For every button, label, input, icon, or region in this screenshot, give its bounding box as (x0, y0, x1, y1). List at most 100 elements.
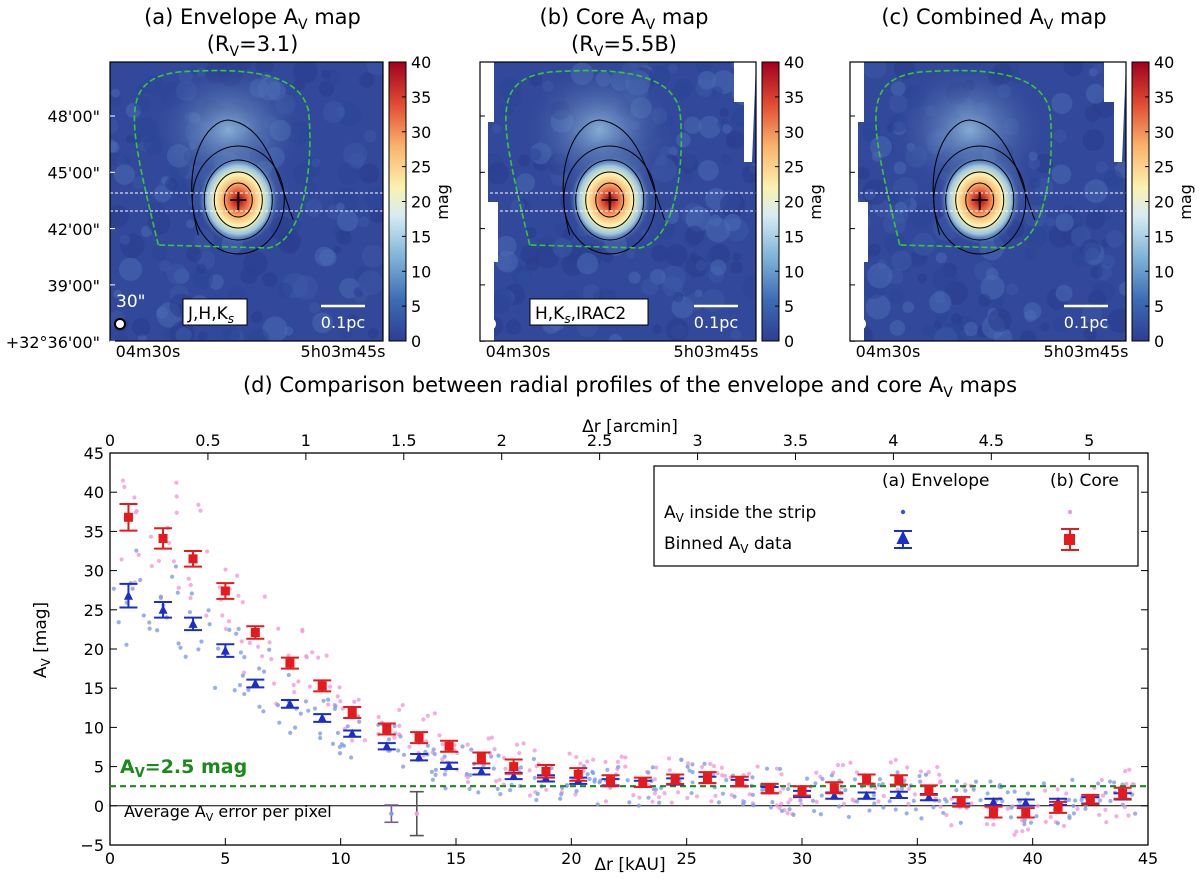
map-subtitle: (RV=5.5B) (571, 32, 677, 60)
envelope-point (881, 805, 886, 810)
core-point (786, 800, 791, 805)
map-noise-blob (662, 275, 684, 297)
y-axis-label: AV [mag] (31, 602, 53, 678)
x-tick-label: 10 (330, 849, 350, 868)
mask-right-edge (1104, 62, 1126, 162)
core-marker (317, 681, 327, 691)
map-noise-blob (515, 173, 536, 193)
envelope-point (574, 788, 579, 794)
map-noise-blob (110, 205, 129, 228)
core-point (667, 768, 673, 773)
core-point (234, 573, 240, 578)
y-tick-label: −5 (80, 836, 104, 855)
envelope-marker (347, 728, 357, 738)
map-noise-blob (1085, 83, 1106, 104)
contour-line (585, 171, 635, 229)
envelope-point (760, 787, 765, 793)
legend: (a) Envelope (b) Core AV inside the stri… (653, 465, 1139, 567)
dec-tick-label: 39'00" (48, 277, 100, 296)
map-noise-blob (552, 238, 573, 258)
core-point (926, 770, 931, 775)
core-marker (573, 769, 583, 779)
dec-tick-label: +32°36'00" (6, 333, 100, 352)
map-noise-blob (667, 63, 678, 74)
core-point (259, 654, 265, 659)
envelope-point (954, 779, 960, 784)
colorbar-tick-label: 25 (1154, 158, 1174, 177)
colorbar-tick-label: 5 (1154, 297, 1164, 316)
map-noise-blob (359, 72, 375, 88)
core-point (814, 770, 819, 775)
core-point (906, 786, 912, 791)
colorbar-tick-label: 20 (411, 193, 431, 212)
envelope-point (770, 799, 775, 805)
colorbar-unit: mag (806, 184, 825, 220)
map-noise-blob (684, 225, 705, 245)
envelope-point (1067, 815, 1072, 821)
x-tick-label: 35 (907, 849, 927, 868)
envelope-marker (317, 712, 327, 722)
contour-line (213, 171, 263, 229)
core-point (779, 772, 784, 777)
envelope-point (963, 788, 968, 793)
map-noise-blob (1082, 129, 1105, 151)
map-noise-blob (336, 229, 352, 245)
envelope-point (605, 767, 610, 772)
map-noise-blob (1103, 169, 1124, 190)
map-noise-blob (893, 62, 916, 80)
envelope-marker (924, 792, 934, 802)
map-noise-blob (248, 328, 270, 341)
beam-marker (854, 318, 866, 330)
colorbar-tick-label: 10 (411, 262, 431, 281)
dec-tick-label: 45'00" (48, 164, 100, 183)
map-noise-blob (250, 311, 263, 324)
core-point (652, 791, 658, 796)
envelope-point (242, 655, 247, 660)
map-noise-blob (885, 191, 900, 205)
ra-tick-label: 04m30s (856, 342, 921, 361)
core-point (326, 702, 331, 707)
envelope-point (899, 786, 905, 791)
map-noise-blob (1053, 129, 1067, 143)
core-point (262, 594, 267, 599)
envelope-point (398, 734, 403, 739)
envelope-point (498, 792, 503, 797)
map-noise-blob (145, 202, 165, 222)
map-noise-blob (894, 201, 907, 214)
core-point (492, 747, 497, 752)
core-marker (894, 775, 904, 785)
core-point (239, 639, 244, 644)
core-marker (670, 774, 680, 784)
envelope-point (303, 699, 309, 704)
envelope-point (306, 708, 311, 713)
core-marker (797, 786, 807, 796)
x2-tick-label: 2.5 (587, 431, 612, 450)
envelope-point (690, 762, 695, 767)
colorbar-tick-label: 35 (411, 88, 431, 107)
envelope-point (401, 764, 406, 769)
envelope-marker (1021, 797, 1031, 807)
envelope-point (158, 595, 163, 600)
core-point (1114, 814, 1119, 819)
map-noise-blob (651, 244, 669, 262)
x-tick-label: 15 (446, 849, 466, 868)
envelope-marker (829, 790, 839, 800)
core-point (486, 736, 491, 741)
envelope-point (187, 610, 193, 615)
colorbar-tick-label: 40 (784, 53, 804, 72)
envelope-marker (509, 771, 519, 781)
core-point (350, 738, 355, 743)
core-point (465, 742, 470, 747)
envelope-point (196, 647, 201, 652)
map-noise-blob (978, 293, 991, 307)
core-point (1127, 767, 1132, 772)
envelope-point (1005, 790, 1010, 795)
y-tick-label: 0 (94, 797, 104, 816)
envelope-marker (476, 766, 486, 776)
legend-core-errorbar (1061, 528, 1079, 551)
map-noise-blob (722, 124, 732, 134)
x-tick-label: 45 (1138, 849, 1158, 868)
map-noise-blob (889, 320, 906, 336)
core-point (1103, 807, 1108, 812)
x2-tick-label: 4.5 (979, 431, 1004, 450)
